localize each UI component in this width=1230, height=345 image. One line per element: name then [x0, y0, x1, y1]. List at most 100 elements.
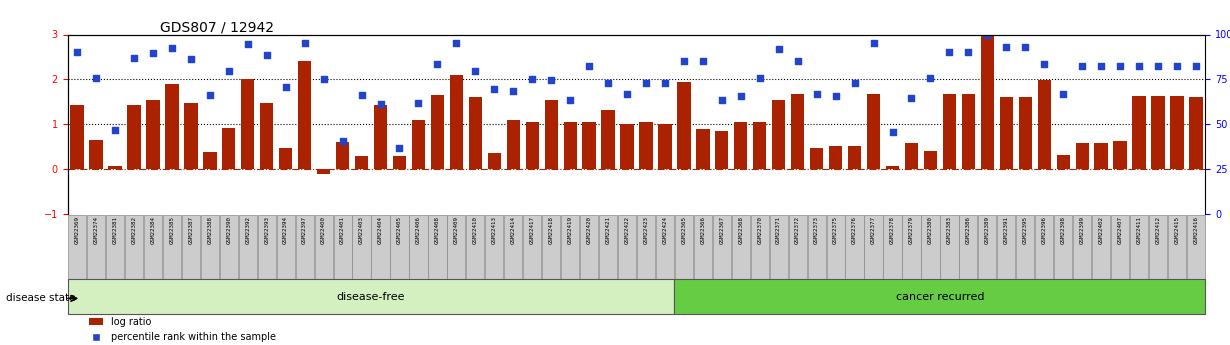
FancyBboxPatch shape: [865, 215, 883, 279]
Bar: [260, 103, 273, 169]
Bar: [108, 166, 122, 169]
FancyBboxPatch shape: [581, 215, 598, 279]
Point: [769, 46, 788, 52]
Text: GSM22400: GSM22400: [321, 216, 326, 244]
FancyBboxPatch shape: [68, 215, 86, 279]
FancyBboxPatch shape: [1073, 215, 1091, 279]
Text: GSM22408: GSM22408: [435, 216, 440, 244]
Point: [996, 44, 1016, 50]
Point: [257, 52, 277, 57]
Bar: [165, 84, 178, 169]
FancyBboxPatch shape: [523, 215, 541, 279]
Text: GSM22413: GSM22413: [492, 216, 497, 244]
Text: GSM22414: GSM22414: [510, 216, 515, 244]
Text: GSM22418: GSM22418: [549, 216, 554, 244]
Bar: [450, 75, 462, 169]
FancyBboxPatch shape: [978, 215, 996, 279]
Text: GSM22385: GSM22385: [170, 216, 175, 244]
Bar: [469, 97, 482, 169]
Point: [295, 41, 315, 46]
Bar: [620, 124, 633, 169]
Bar: [355, 156, 368, 169]
FancyBboxPatch shape: [770, 215, 788, 279]
Bar: [430, 95, 444, 169]
Text: GSM22376: GSM22376: [852, 216, 857, 244]
Text: GSM22412: GSM22412: [1155, 216, 1160, 244]
FancyBboxPatch shape: [827, 215, 845, 279]
FancyBboxPatch shape: [1130, 215, 1148, 279]
FancyBboxPatch shape: [656, 215, 674, 279]
Point: [181, 57, 200, 62]
FancyBboxPatch shape: [1036, 215, 1053, 279]
FancyBboxPatch shape: [750, 215, 769, 279]
Text: GDS807 / 12942: GDS807 / 12942: [160, 21, 274, 35]
Text: disease-free: disease-free: [337, 292, 406, 302]
Point: [1148, 63, 1167, 69]
Bar: [924, 151, 937, 169]
Point: [314, 77, 333, 82]
Text: GSM22394: GSM22394: [283, 216, 288, 244]
Bar: [146, 100, 160, 169]
Text: GSM22384: GSM22384: [150, 216, 155, 244]
Bar: [279, 148, 293, 169]
Text: GSM22401: GSM22401: [341, 216, 346, 244]
Bar: [203, 152, 216, 169]
Text: GSM22381: GSM22381: [113, 216, 118, 244]
FancyBboxPatch shape: [959, 215, 978, 279]
Point: [523, 77, 542, 82]
Text: GSM22402: GSM22402: [1098, 216, 1103, 244]
Point: [219, 69, 239, 74]
Bar: [184, 103, 198, 169]
Bar: [317, 169, 331, 174]
Text: GSM22395: GSM22395: [1023, 216, 1028, 244]
Bar: [658, 124, 672, 169]
Bar: [336, 142, 349, 169]
Point: [1073, 63, 1092, 69]
Bar: [1189, 97, 1203, 169]
FancyBboxPatch shape: [428, 215, 446, 279]
Bar: [791, 94, 804, 169]
FancyBboxPatch shape: [410, 215, 428, 279]
Text: GSM22374: GSM22374: [93, 216, 98, 244]
Legend: log ratio, percentile rank within the sample: log ratio, percentile rank within the sa…: [85, 313, 280, 345]
FancyBboxPatch shape: [1187, 215, 1205, 279]
Text: GSM22421: GSM22421: [605, 216, 610, 244]
Bar: [601, 110, 615, 169]
Bar: [392, 156, 406, 169]
Bar: [1095, 143, 1108, 169]
Point: [1129, 63, 1149, 69]
FancyBboxPatch shape: [448, 215, 465, 279]
Text: GSM22423: GSM22423: [643, 216, 648, 244]
Bar: [715, 131, 728, 169]
Bar: [507, 120, 520, 169]
Point: [561, 97, 581, 102]
Text: GSM22392: GSM22392: [245, 216, 250, 244]
FancyBboxPatch shape: [239, 215, 257, 279]
FancyBboxPatch shape: [561, 215, 579, 279]
Point: [162, 45, 182, 51]
Text: GSM22368: GSM22368: [738, 216, 743, 244]
Text: GSM22365: GSM22365: [681, 216, 686, 244]
FancyBboxPatch shape: [353, 215, 370, 279]
Text: GSM22391: GSM22391: [1004, 216, 1009, 244]
FancyBboxPatch shape: [277, 215, 295, 279]
Point: [86, 76, 106, 81]
Bar: [583, 122, 595, 169]
FancyBboxPatch shape: [220, 215, 237, 279]
FancyBboxPatch shape: [295, 215, 314, 279]
FancyBboxPatch shape: [694, 215, 712, 279]
Point: [1167, 63, 1187, 69]
Bar: [734, 122, 748, 169]
Text: GSM22387: GSM22387: [188, 216, 193, 244]
Bar: [545, 100, 558, 169]
Bar: [640, 122, 653, 169]
Text: disease state: disease state: [6, 294, 76, 303]
Text: GSM22420: GSM22420: [587, 216, 592, 244]
Point: [940, 50, 959, 55]
Point: [465, 69, 485, 74]
Bar: [128, 105, 140, 169]
Bar: [867, 94, 881, 169]
Bar: [886, 166, 899, 169]
Text: GSM22393: GSM22393: [264, 216, 269, 244]
FancyBboxPatch shape: [883, 215, 902, 279]
